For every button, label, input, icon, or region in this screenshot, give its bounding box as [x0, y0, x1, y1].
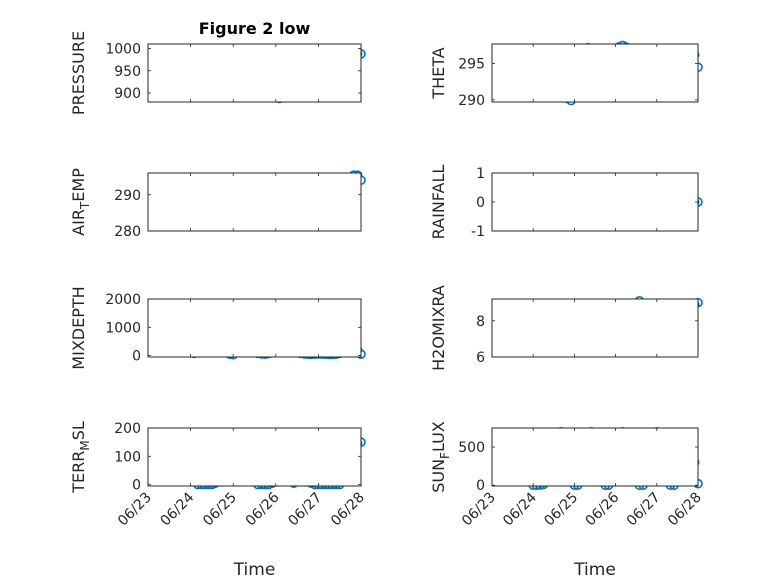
x-tick-label: 06/26: [583, 489, 623, 529]
y-axis-label-main: MIXDEPTH: [69, 286, 88, 369]
y-tick-label: 1000: [105, 320, 141, 336]
axis-frame: [147, 427, 362, 487]
y-tick-label: 6: [476, 350, 485, 366]
y-tick-label: -1: [471, 224, 485, 240]
axis-frame: [491, 43, 699, 103]
y-tick-label: 290: [458, 93, 485, 109]
y-axis-label-rest: LUX: [429, 421, 448, 452]
y-axis-label-subscript: T: [78, 201, 92, 210]
y-tick-label: 1: [476, 166, 485, 182]
x-tick-label: 06/24: [500, 489, 540, 529]
x-tick-label: 06/28: [665, 490, 705, 530]
x-axis-label: Time: [573, 560, 616, 580]
y-axis-label: THETA: [429, 47, 448, 99]
x-tick-label: 06/25: [541, 490, 581, 530]
subplot-5: 0 1000 2000 MIXDEPTH: [69, 286, 366, 370]
y-axis-label-main: RAINFALL: [429, 165, 448, 240]
axis-frame: [491, 172, 699, 232]
y-tick-label: 8: [476, 314, 485, 330]
y-axis-label: MIXDEPTH: [69, 286, 88, 369]
subplot-3: 280 290 AIRTEMP: [69, 168, 366, 240]
y-tick-label: 0: [132, 349, 141, 365]
axis-frame: [147, 298, 362, 358]
y-tick-label: 280: [114, 224, 141, 240]
y-axis-label: H2OMIXRA: [429, 285, 448, 371]
y-tick-label: 290: [114, 188, 141, 204]
y-axis-label: RAINFALL: [429, 165, 448, 240]
axis-frame: [491, 298, 699, 358]
y-tick-label: 295: [458, 57, 485, 73]
y-axis-label-main: H2OMIXRA: [429, 285, 448, 371]
subplot-7: 06/23 06/24 06/25 06/26 06/27 06/28 0 100 200 TER…: [69, 421, 368, 580]
x-tick-label: 06/26: [243, 489, 283, 529]
x-tick-label: 06/28: [328, 490, 368, 530]
y-axis-label-subscript: F: [438, 452, 452, 459]
y-tick-label: 950: [114, 64, 141, 80]
y-axis-label-main: PRESSURE: [69, 31, 88, 115]
y-tick-label: 100: [114, 449, 141, 465]
y-axis-label-main: TERR: [69, 451, 88, 494]
y-tick-label: 200: [114, 421, 141, 437]
y-axis-label: TERRMSL: [69, 421, 92, 494]
y-tick-label: 1000: [105, 41, 141, 57]
subplot-1: 900 950 1000 PRESSURE Figure 2 low: [69, 19, 366, 115]
y-axis-label: AIRTEMP: [69, 168, 92, 236]
x-tick-label: 06/25: [200, 490, 240, 530]
y-tick-label: 900: [114, 86, 141, 102]
subplot-4: -1 0 1 RAINFALL: [429, 165, 703, 240]
y-axis-label: PRESSURE: [69, 31, 88, 115]
x-tick-label: 06/23: [459, 490, 499, 530]
x-tick-label: 06/27: [624, 490, 664, 530]
axis-frame: [147, 172, 362, 232]
y-axis-label-subscript: M: [78, 440, 92, 450]
x-axis-label: Time: [233, 560, 276, 580]
axis-frame: [147, 43, 362, 103]
y-tick-label: 500: [458, 440, 485, 456]
y-axis-label-main: AIR: [69, 209, 88, 236]
x-tick-label: 06/27: [285, 490, 325, 530]
y-axis-label-rest: EMP: [69, 168, 88, 202]
subplot-8: 06/23 06/24 06/25 06/26 06/27 06/28 0 500 SUNFLU…: [429, 421, 705, 580]
y-axis-label-main: SUN: [429, 459, 448, 493]
y-tick-label: 0: [132, 478, 141, 494]
y-tick-label: 0: [476, 478, 485, 494]
subplot-6: 6 8 H2OMIXRA: [429, 285, 703, 371]
chart-title: Figure 2 low: [199, 19, 311, 38]
subplot-2: 290 295 THETA: [429, 40, 703, 109]
y-axis-label-rest: SL: [69, 421, 88, 440]
y-axis-label-main: THETA: [429, 47, 448, 99]
x-tick-label: 06/23: [115, 490, 155, 530]
y-axis-label: SUNFLUX: [429, 421, 452, 493]
axis-frame: [491, 427, 699, 487]
y-tick-label: 0: [476, 195, 485, 211]
x-tick-label: 06/24: [158, 489, 198, 529]
y-tick-label: 2000: [105, 292, 141, 308]
